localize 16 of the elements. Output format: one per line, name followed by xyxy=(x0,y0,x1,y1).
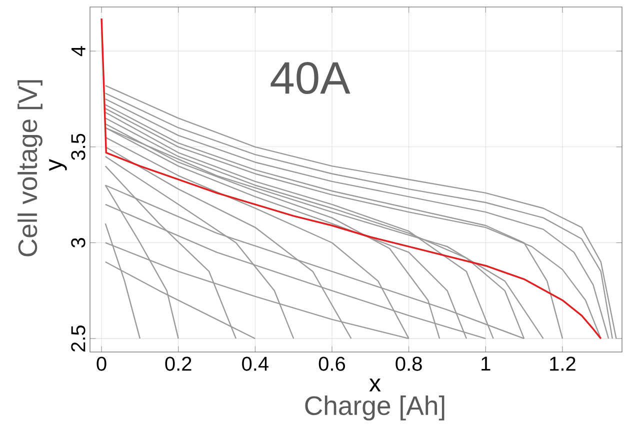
text: x xyxy=(369,378,381,392)
y-tick-label: 2.5 xyxy=(71,326,86,352)
x-tick-label: 0.2 xyxy=(165,356,192,371)
x-tick-label: 0.6 xyxy=(318,356,346,371)
x-tick-label: 0 xyxy=(96,356,106,371)
x-tick-label: 0.8 xyxy=(396,356,422,371)
annotation: 40A xyxy=(270,62,350,94)
text: y xyxy=(49,159,67,171)
x-tick-label: 0.4 xyxy=(242,356,268,371)
x-tick-label: 1 xyxy=(482,356,490,370)
y-axis-title: Cell voltage [V] xyxy=(18,80,42,256)
x-tick-label: 1.2 xyxy=(550,356,576,371)
y-tick-label: 3.5 xyxy=(71,134,86,160)
y-tick-label: 4 xyxy=(72,46,86,56)
y-tick-label: 3 xyxy=(71,238,86,248)
x-axis-title: Charge [Ah] xyxy=(305,396,444,420)
